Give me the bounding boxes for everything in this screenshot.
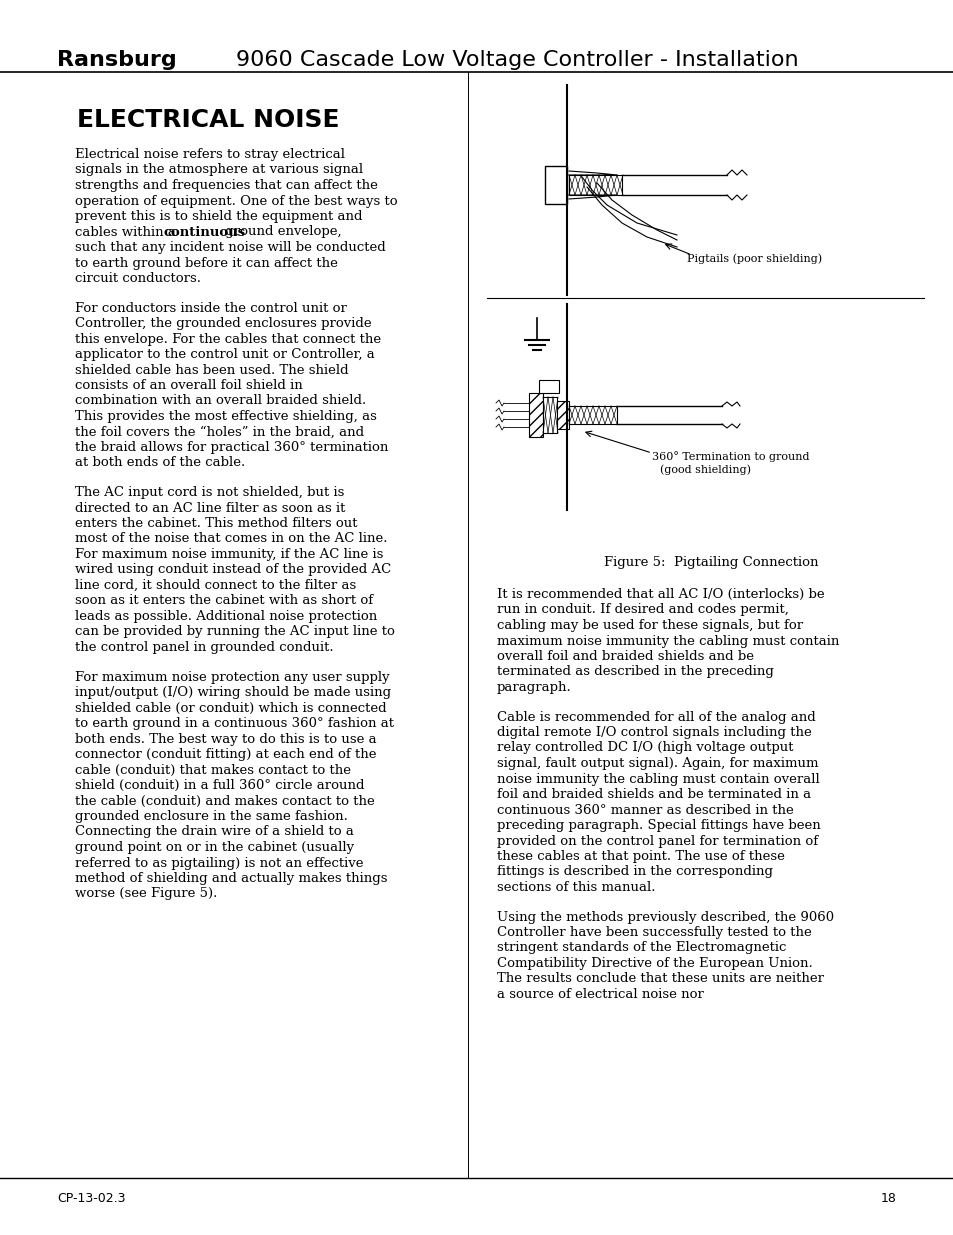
Text: ground point on or in the cabinet (usually: ground point on or in the cabinet (usual… [75, 841, 354, 853]
Text: the control panel in grounded conduit.: the control panel in grounded conduit. [75, 641, 334, 655]
Text: Figure 5:  Pigtailing Connection: Figure 5: Pigtailing Connection [603, 556, 818, 569]
Text: combination with an overall braided shield.: combination with an overall braided shie… [75, 394, 366, 408]
Text: (good shielding): (good shielding) [659, 464, 750, 474]
Text: Pigtails (poor shielding): Pigtails (poor shielding) [686, 253, 821, 263]
Text: terminated as described in the preceding: terminated as described in the preceding [497, 666, 773, 678]
Text: cabling may be used for these signals, but for: cabling may be used for these signals, b… [497, 619, 802, 632]
Text: these cables at that point. The use of these: these cables at that point. The use of t… [497, 850, 784, 863]
Text: preceding paragraph. Special fittings have been: preceding paragraph. Special fittings ha… [497, 819, 820, 832]
Text: noise immunity the cabling must contain overall: noise immunity the cabling must contain … [497, 773, 819, 785]
Text: continuous: continuous [163, 226, 245, 238]
Text: prevent this is to shield the equipment and: prevent this is to shield the equipment … [75, 210, 362, 224]
Text: Cable is recommended for all of the analog and: Cable is recommended for all of the anal… [497, 710, 815, 724]
Text: can be provided by running the AC input line to: can be provided by running the AC input … [75, 625, 395, 638]
Text: Compatibility Directive of the European Union.: Compatibility Directive of the European … [497, 957, 812, 969]
Text: Ransburg: Ransburg [57, 49, 176, 70]
Text: 9060 Cascade Low Voltage Controller - Installation: 9060 Cascade Low Voltage Controller - In… [235, 49, 798, 70]
Text: provided on the control panel for termination of: provided on the control panel for termin… [497, 835, 818, 847]
Text: grounded enclosure in the same fashion.: grounded enclosure in the same fashion. [75, 810, 348, 823]
Text: circuit conductors.: circuit conductors. [75, 272, 201, 285]
Text: line cord, it should connect to the filter as: line cord, it should connect to the filt… [75, 579, 355, 592]
Text: input/output (I/O) wiring should be made using: input/output (I/O) wiring should be made… [75, 685, 391, 699]
Text: digital remote I/O control signals including the: digital remote I/O control signals inclu… [497, 726, 811, 739]
Bar [557, 401, 568, 429]
Text: shield (conduit) in a full 360° circle around: shield (conduit) in a full 360° circle a… [75, 779, 364, 792]
Text: overall foil and braided shields and be: overall foil and braided shields and be [497, 650, 753, 663]
Text: leads as possible. Additional noise protection: leads as possible. Additional noise prot… [75, 610, 376, 622]
Text: the braid allows for practical 360° termination: the braid allows for practical 360° term… [75, 441, 388, 454]
Bar [529, 393, 542, 437]
Text: Controller have been successfully tested to the: Controller have been successfully tested… [497, 926, 811, 939]
Text: shielded cable has been used. The shield: shielded cable has been used. The shield [75, 363, 348, 377]
Text: shielded cable (or conduit) which is connected: shielded cable (or conduit) which is con… [75, 701, 386, 715]
Text: this envelope. For the cables that connect the: this envelope. For the cables that conne… [75, 332, 381, 346]
Text: the cable (conduit) and makes contact to the: the cable (conduit) and makes contact to… [75, 794, 375, 808]
Text: signal, fault output signal). Again, for maximum: signal, fault output signal). Again, for… [497, 757, 818, 769]
Text: to earth ground before it can affect the: to earth ground before it can affect the [75, 257, 337, 269]
Text: relay controlled DC I/O (high voltage output: relay controlled DC I/O (high voltage ou… [497, 741, 793, 755]
Bar [568, 406, 617, 424]
Text: ELECTRICAL NOISE: ELECTRICAL NOISE [77, 107, 339, 132]
Text: Using the methods previously described, the 9060: Using the methods previously described, … [497, 910, 833, 924]
Text: The AC input cord is not shielded, but is: The AC input cord is not shielded, but i… [75, 487, 344, 499]
Text: the foil covers the “holes” in the braid, and: the foil covers the “holes” in the braid… [75, 426, 364, 438]
Text: signals in the atmosphere at various signal: signals in the atmosphere at various sig… [75, 163, 363, 177]
Text: cable (conduit) that makes contact to the: cable (conduit) that makes contact to th… [75, 763, 351, 777]
Text: fittings is described in the corresponding: fittings is described in the correspondi… [497, 866, 772, 878]
Text: wired using conduit instead of the provided AC: wired using conduit instead of the provi… [75, 563, 391, 577]
Text: continuous 360° manner as described in the: continuous 360° manner as described in t… [497, 804, 793, 816]
Text: This provides the most effective shielding, as: This provides the most effective shieldi… [75, 410, 376, 424]
Text: method of shielding and actually makes things: method of shielding and actually makes t… [75, 872, 387, 885]
Bar [542, 396, 557, 433]
Text: For maximum noise protection any user supply: For maximum noise protection any user su… [75, 671, 389, 683]
Text: referred to as pigtailing) is not an effective: referred to as pigtailing) is not an eff… [75, 857, 363, 869]
Text: The results conclude that these units are neither: The results conclude that these units ar… [497, 972, 823, 986]
Text: a source of electrical noise nor: a source of electrical noise nor [497, 988, 703, 1002]
Text: 360° Termination to ground: 360° Termination to ground [651, 451, 809, 462]
Text: foil and braided shields and be terminated in a: foil and braided shields and be terminat… [497, 788, 810, 802]
Bar [544, 165, 566, 204]
Text: run in conduit. If desired and codes permit,: run in conduit. If desired and codes per… [497, 604, 788, 616]
Text: cables within a: cables within a [75, 226, 180, 238]
Text: at both ends of the cable.: at both ends of the cable. [75, 457, 245, 469]
Text: ground envelope,: ground envelope, [221, 226, 341, 238]
Bar [538, 380, 558, 393]
Text: Connecting the drain wire of a shield to a: Connecting the drain wire of a shield to… [75, 825, 354, 839]
Text: soon as it enters the cabinet with as short of: soon as it enters the cabinet with as sh… [75, 594, 373, 608]
Text: enters the cabinet. This method filters out: enters the cabinet. This method filters … [75, 517, 357, 530]
Text: to earth ground in a continuous 360° fashion at: to earth ground in a continuous 360° fas… [75, 718, 394, 730]
Text: consists of an overall foil shield in: consists of an overall foil shield in [75, 379, 302, 391]
Text: such that any incident noise will be conducted: such that any incident noise will be con… [75, 241, 385, 254]
Text: directed to an AC line filter as soon as it: directed to an AC line filter as soon as… [75, 501, 345, 515]
Bar [568, 175, 621, 195]
Text: For conductors inside the control unit or: For conductors inside the control unit o… [75, 301, 347, 315]
Text: operation of equipment. One of the best ways to: operation of equipment. One of the best … [75, 194, 397, 207]
Text: most of the noise that comes in on the AC line.: most of the noise that comes in on the A… [75, 532, 387, 546]
Text: sections of this manual.: sections of this manual. [497, 881, 655, 894]
Text: maximum noise immunity the cabling must contain: maximum noise immunity the cabling must … [497, 635, 839, 647]
Text: paragraph.: paragraph. [497, 680, 571, 694]
Text: applicator to the control unit or Controller, a: applicator to the control unit or Contro… [75, 348, 375, 361]
Text: 18: 18 [881, 1192, 896, 1205]
Text: CP-13-02.3: CP-13-02.3 [57, 1192, 126, 1205]
Text: Controller, the grounded enclosures provide: Controller, the grounded enclosures prov… [75, 317, 372, 330]
Text: connector (conduit fitting) at each end of the: connector (conduit fitting) at each end … [75, 748, 376, 761]
Text: strengths and frequencies that can affect the: strengths and frequencies that can affec… [75, 179, 377, 191]
Text: both ends. The best way to do this is to use a: both ends. The best way to do this is to… [75, 732, 376, 746]
Text: Electrical noise refers to stray electrical: Electrical noise refers to stray electri… [75, 148, 345, 161]
Text: stringent standards of the Electromagnetic: stringent standards of the Electromagnet… [497, 941, 785, 955]
Text: For maximum noise immunity, if the AC line is: For maximum noise immunity, if the AC li… [75, 548, 383, 561]
Text: It is recommended that all AC I/O (interlocks) be: It is recommended that all AC I/O (inter… [497, 588, 823, 601]
Text: worse (see Figure 5).: worse (see Figure 5). [75, 888, 217, 900]
